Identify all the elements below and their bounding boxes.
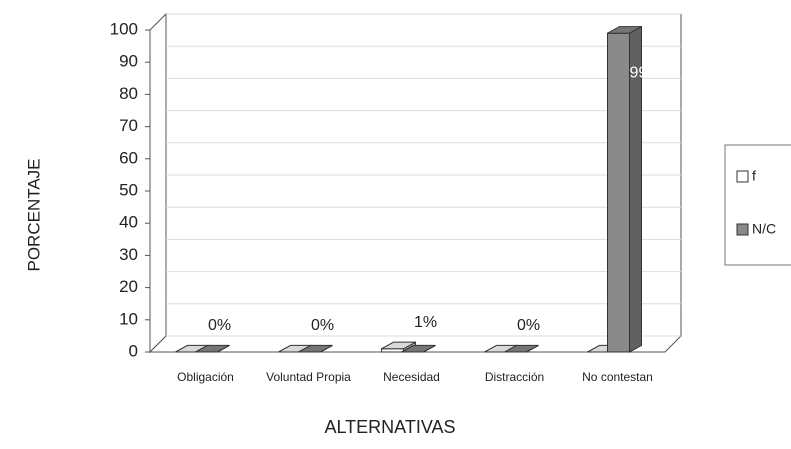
data-label: 0% (208, 317, 231, 334)
data-label: 1% (414, 314, 437, 331)
legend-swatch (736, 223, 749, 236)
y-tick-label: 90 (119, 52, 138, 71)
x-axis-title: ALTERNATIVAS (324, 417, 455, 437)
x-tick-label: Distracción (485, 370, 544, 384)
y-tick-label: 40 (119, 213, 138, 232)
bar-face (298, 344, 333, 353)
y-tick-label: 0 (129, 341, 138, 360)
bar-face (504, 344, 539, 353)
y-tick-label: 60 (119, 148, 138, 167)
y-tick-label: 70 (119, 116, 138, 135)
side-wall (149, 12, 167, 354)
data-label: 99% (629, 64, 661, 81)
bar-face (607, 26, 642, 34)
y-axis-title: PORCENTAJE (24, 158, 43, 271)
y-tick-label: 50 (119, 180, 138, 199)
x-tick-label: Voluntad Propia (266, 370, 351, 384)
data-label: 0% (517, 317, 540, 334)
bar-face (195, 344, 230, 353)
x-tick-label: No contestan (582, 370, 653, 384)
bar (504, 344, 539, 353)
legend-label: f (752, 168, 756, 184)
data-label: 0% (311, 317, 334, 334)
bar (607, 25, 642, 353)
legend-box (724, 144, 791, 266)
x-tick-label: Obligación (177, 370, 234, 384)
bar (401, 344, 436, 353)
y-tick-label: 80 (119, 84, 138, 103)
y-tick-label: 10 (119, 309, 138, 328)
bar (298, 344, 333, 353)
bar-face (381, 341, 416, 350)
bar (195, 344, 230, 353)
y-tick-label: 100 (110, 19, 138, 38)
x-tick-label: Necesidad (383, 370, 440, 384)
legend-label: N/C (752, 221, 776, 237)
bar-face (607, 32, 630, 353)
bar-face (401, 344, 436, 353)
legend-swatch (736, 170, 749, 183)
y-tick-label: 30 (119, 245, 138, 264)
y-tick-label: 20 (119, 277, 138, 296)
